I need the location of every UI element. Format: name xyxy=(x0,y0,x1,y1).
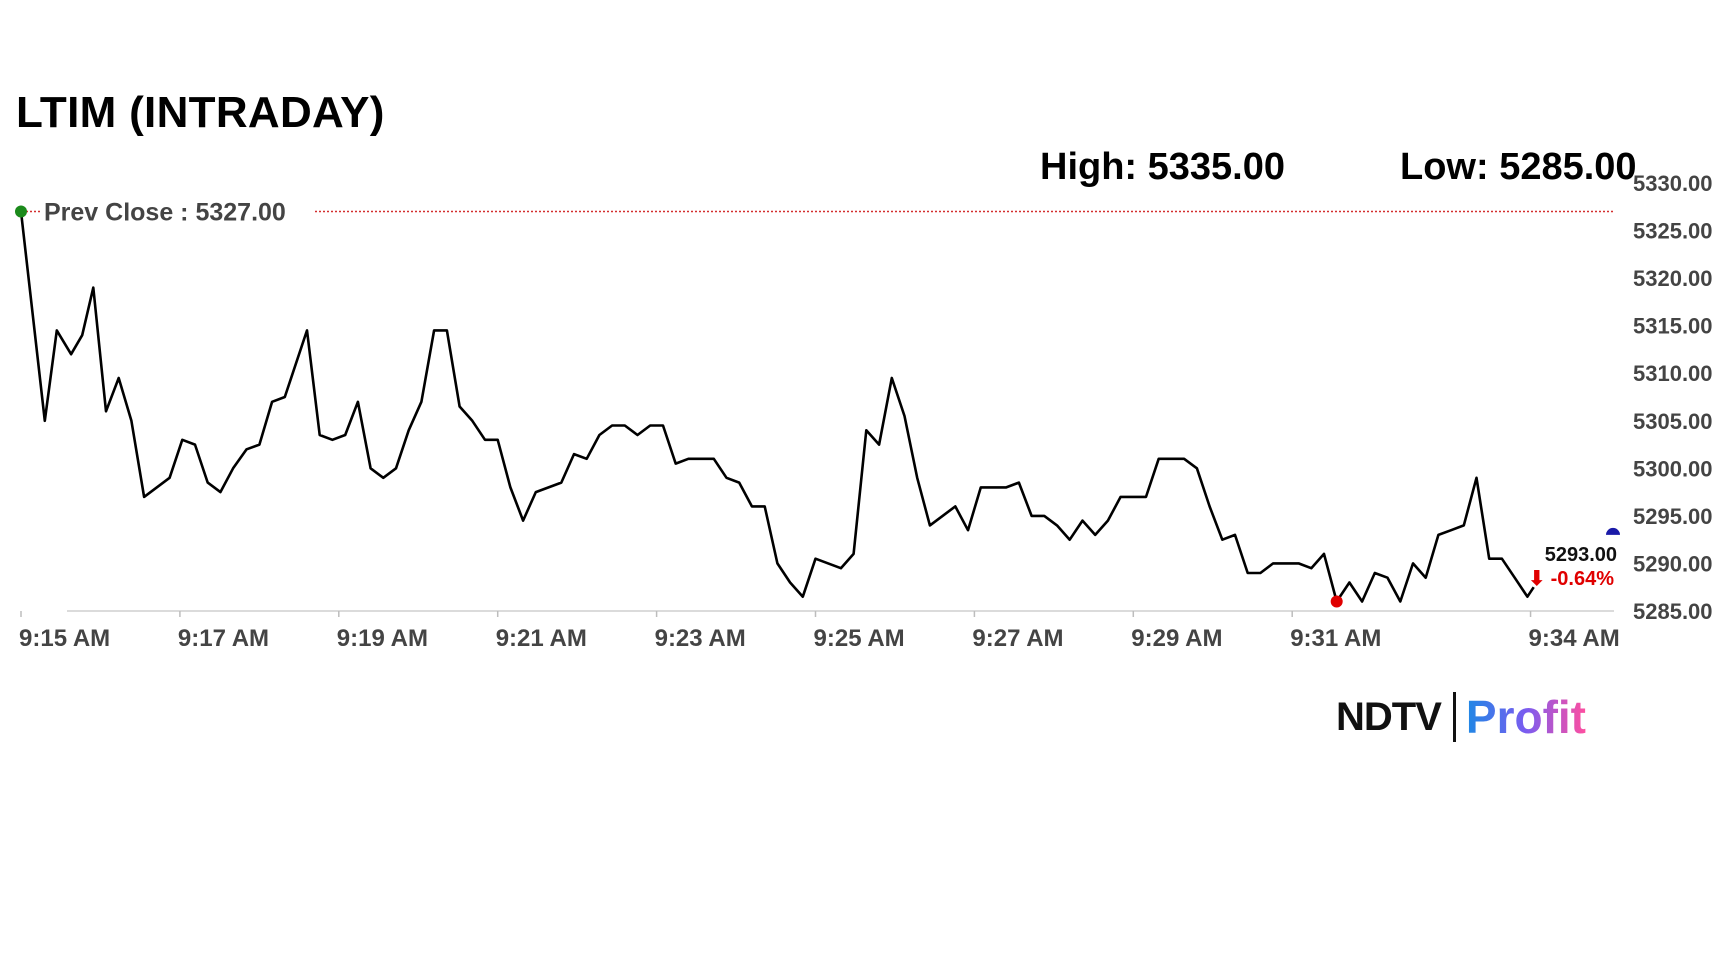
x-tick-label: 9:29 AM xyxy=(1131,625,1222,652)
prev-close-reference: Prev Close : 5327.00 xyxy=(22,199,1614,227)
y-tick-label: 5325.00 xyxy=(1633,219,1713,244)
x-tick-label: 9:23 AM xyxy=(655,625,746,652)
logo-profit: Profit xyxy=(1465,691,1586,743)
y-tick-label: 5310.00 xyxy=(1633,361,1713,386)
x-tick-label: 9:27 AM xyxy=(972,625,1063,652)
y-tick-label: 5305.00 xyxy=(1633,409,1713,434)
x-tick-label: 9:19 AM xyxy=(337,625,428,652)
current-price-marker xyxy=(1606,527,1620,535)
x-tick-label: 9:21 AM xyxy=(496,625,587,652)
logo-ndtv: NDTV xyxy=(1336,694,1442,739)
y-tick-label: 5295.00 xyxy=(1633,504,1713,529)
price-line xyxy=(19,211,1535,603)
low-value: Low: 5285.00 xyxy=(1400,146,1637,188)
low-point-marker xyxy=(1330,595,1343,608)
x-tick-label: 9:17 AM xyxy=(178,625,269,652)
y-tick-label: 5320.00 xyxy=(1633,266,1713,291)
y-tick-label: 5290.00 xyxy=(1633,551,1713,576)
prev-close-label: Prev Close : 5327.00 xyxy=(44,199,286,227)
markers xyxy=(15,205,1620,608)
high-value: High: 5335.00 xyxy=(1040,146,1285,188)
change-percent-label: ⬇ -0.64% xyxy=(1528,568,1614,590)
y-tick-label: 5315.00 xyxy=(1633,314,1713,339)
last-price-annotation: 5293.00 ⬇ -0.64% xyxy=(1528,544,1617,590)
price-series xyxy=(19,211,1535,603)
x-tick-label: 9:31 AM xyxy=(1290,625,1381,652)
y-axis: 5330.00 5325.00 5320.00 5315.00 5310.00 5305.… xyxy=(1633,171,1713,624)
y-tick-label: 5285.00 xyxy=(1633,599,1713,624)
logo-divider xyxy=(1452,692,1456,742)
x-axis: 9:15 AM 9:17 AM 9:19 AM 9:21 AM 9:23 AM 9:25 … xyxy=(19,610,1620,652)
last-price-label: 5293.00 xyxy=(1545,544,1617,566)
ndtv-profit-logo: NDTV Profit xyxy=(1336,691,1586,743)
y-tick-label: 5330.00 xyxy=(1633,171,1713,196)
chart-title: LTIM (INTRADAY) xyxy=(16,88,385,137)
y-tick-label: 5300.00 xyxy=(1633,456,1713,481)
start-point-marker xyxy=(15,205,27,218)
x-tick-label: 9:34 AM xyxy=(1529,625,1620,652)
x-tick-label: 9:15 AM xyxy=(19,625,110,652)
x-tick-label: 9:25 AM xyxy=(814,625,905,652)
